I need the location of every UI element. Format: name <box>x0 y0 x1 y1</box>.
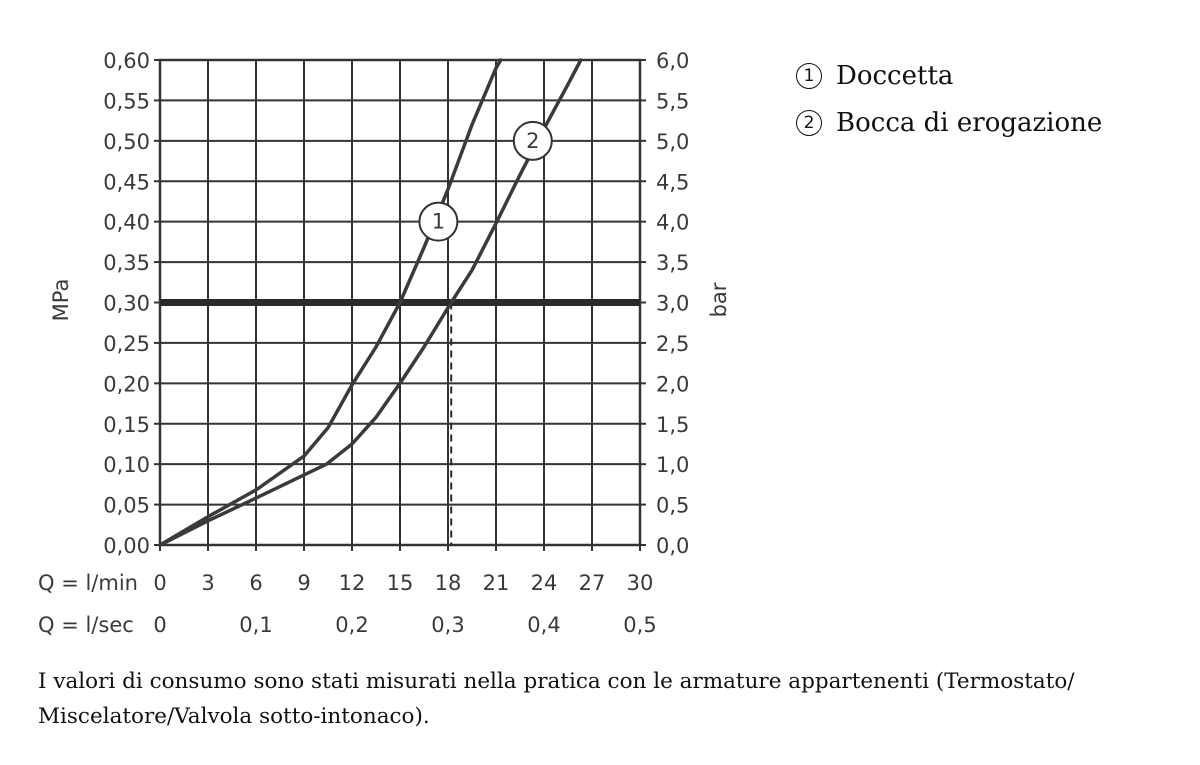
x-tick-label-lmin: 15 <box>387 571 414 595</box>
y-tick-label-left: 0,55 <box>103 89 150 113</box>
y-tick-label-right: 1,0 <box>656 453 689 477</box>
tick-labels: 0 3 6 9 12 15 18 21 24 27 300 0,1 0,2 0,3 0,4 0,50,00 0,… <box>103 49 689 637</box>
y-tick-label-left: 0,40 <box>103 211 150 235</box>
pressure-flow-chart: 12 0 3 6 9 12 15 18 21 24 27 300 0,1 0,2 0,3 0,4 0,50,0… <box>38 49 731 637</box>
curve-marker-1 <box>418 201 459 242</box>
curve-marker-label-1: 1 <box>432 210 445 234</box>
x-tick-label-lsec: 0,5 <box>623 613 656 637</box>
x-tick-label-lsec: 0,3 <box>431 613 464 637</box>
y-tick-label-left: 0,05 <box>103 494 150 518</box>
x-tick-label-lmin: 21 <box>483 571 510 595</box>
legend: 1 Doccetta 2 Bocca di erogazione <box>796 52 1102 146</box>
y-axis-title-left: MPa <box>49 279 73 322</box>
y-tick-label-right: 4,5 <box>656 170 689 194</box>
y-tick-label-left: 0,60 <box>103 49 150 73</box>
legend-label-2: Bocca di erogazione <box>836 107 1103 138</box>
y-tick-label-left: 0,10 <box>103 453 150 477</box>
y-axis-title-right: bar <box>707 282 731 317</box>
x-tick-label-lmin: 6 <box>249 571 262 595</box>
legend-item-1: 1 Doccetta <box>796 52 1102 99</box>
y-tick-label-right: 5,5 <box>656 89 689 113</box>
x-tick-label-lmin: 9 <box>297 571 310 595</box>
y-tick-label-right: 1,5 <box>656 413 689 437</box>
y-tick-label-right: 3,0 <box>656 292 689 316</box>
legend-number-1: 1 <box>796 62 822 89</box>
legend-item-2: 2 Bocca di erogazione <box>796 99 1102 146</box>
y-tick-label-left: 0,50 <box>103 130 150 154</box>
curve-marker-label-2: 2 <box>526 129 539 153</box>
x-tick-label-lmin: 0 <box>153 571 166 595</box>
x-tick-label-lmin: 3 <box>201 571 214 595</box>
y-tick-label-right: 0,5 <box>656 494 689 518</box>
curve-marker-2 <box>512 120 553 161</box>
y-tick-label-left: 0,35 <box>103 251 150 275</box>
x-tick-label-lmin: 24 <box>531 571 558 595</box>
y-tick-label-right: 2,5 <box>656 332 689 356</box>
footnote: I valori di consumo sono stati misurati … <box>38 669 1075 729</box>
x-tick-label-lmin: 30 <box>627 571 654 595</box>
y-tick-label-right: 2,0 <box>656 372 689 396</box>
x-tick-label-lsec: 0,1 <box>239 613 272 637</box>
y-tick-label-left: 0,25 <box>103 332 150 356</box>
y-tick-label-left: 0,00 <box>103 534 150 558</box>
y-tick-label-left: 0,30 <box>103 292 150 316</box>
x-axis-title-lmin: Q = l/min <box>38 571 138 595</box>
y-tick-label-right: 6,0 <box>656 49 689 73</box>
x-tick-label-lmin: 12 <box>339 571 366 595</box>
x-tick-label-lmin: 18 <box>435 571 462 595</box>
x-tick-label-lmin: 27 <box>579 571 606 595</box>
y-tick-label-right: 3,5 <box>656 251 689 275</box>
x-tick-label-lsec: 0,2 <box>335 613 368 637</box>
curve-markers: 12 <box>418 120 553 242</box>
y-tick-label-right: 5,0 <box>656 130 689 154</box>
x-tick-label-lsec: 0,4 <box>527 613 560 637</box>
legend-label-1: Doccetta <box>836 60 954 91</box>
legend-number-2: 2 <box>796 109 822 136</box>
y-tick-label-right: 0,0 <box>656 534 689 558</box>
series-curve-1 <box>158 58 503 547</box>
y-tick-label-right: 4,0 <box>656 211 689 235</box>
x-tick-label-lsec: 0 <box>153 613 166 637</box>
y-tick-label-left: 0,15 <box>103 413 150 437</box>
y-tick-label-left: 0,20 <box>103 372 150 396</box>
y-tick-label-left: 0,45 <box>103 170 150 194</box>
x-axis-title-lsec: Q = l/sec <box>38 613 134 637</box>
